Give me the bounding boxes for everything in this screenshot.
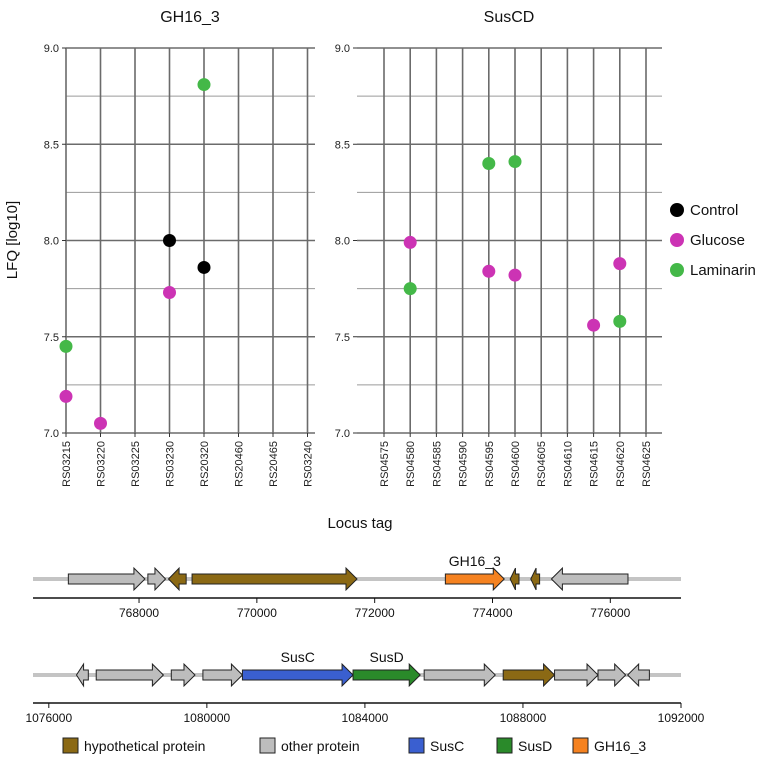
gene-arrow-susd — [352, 662, 421, 688]
x-tick-label: RS04595 — [484, 441, 496, 487]
gene-legend-label-hypothetical: hypothetical protein — [84, 738, 205, 754]
panel-title-1: SusCD — [484, 9, 535, 26]
point-glucose — [163, 285, 176, 299]
y-tick-label: 8.5 — [335, 139, 350, 151]
x-tick-label: RS04590 — [458, 441, 470, 487]
genome-tick-label: 1080000 — [183, 711, 230, 725]
gene-arrow-other — [147, 566, 167, 592]
gene-arrow-other — [423, 662, 497, 688]
y-tick-label: 8.5 — [44, 139, 59, 151]
x-tick-label: RS03230 — [165, 441, 177, 487]
gene-arrow-hypothetical — [509, 567, 520, 591]
y-tick-label: 8.0 — [44, 236, 59, 248]
gene-label: SusD — [370, 649, 404, 665]
point-control — [197, 260, 211, 274]
gene-arrow-other — [95, 662, 165, 688]
gene-arrow-gh16-3 — [444, 566, 505, 592]
x-tick-label: RS20460 — [234, 441, 246, 487]
gene-legend-swatch-susc — [408, 737, 425, 754]
x-tick-label: RS04585 — [431, 441, 443, 487]
y-tick-label: 7.0 — [335, 428, 350, 440]
x-axis-label: Locus tag — [327, 515, 392, 532]
y-tick-label: 8.0 — [335, 236, 350, 248]
genome-tick-label: 768000 — [119, 606, 159, 620]
point-laminarin — [508, 155, 522, 169]
gene-legend-label-other: other protein — [281, 738, 360, 754]
legend-label-control: Control — [690, 202, 738, 219]
x-tick-label: RS20465 — [268, 441, 280, 487]
legend-label-laminarin: Laminarin — [690, 262, 756, 279]
point-laminarin — [59, 339, 73, 353]
genome-tick-label: 774000 — [472, 606, 512, 620]
gene-legend-label-gh16-3: GH16_3 — [594, 738, 646, 754]
genome-tick-label: 1084000 — [342, 711, 389, 725]
point-laminarin — [403, 282, 417, 296]
x-tick-label: RS20320 — [199, 441, 211, 487]
point-glucose — [482, 264, 496, 278]
x-tick-label: RS03225 — [130, 441, 142, 487]
gene-legend-label-susd: SusD — [518, 738, 552, 754]
point-glucose — [508, 268, 522, 282]
x-tick-label: RS04605 — [536, 441, 548, 487]
gene-legend-swatch-gh16-3 — [572, 737, 589, 754]
legend-label-glucose: Glucose — [690, 232, 745, 249]
gene-legend-swatch-susd — [496, 737, 513, 754]
point-laminarin — [197, 78, 211, 92]
point-laminarin — [613, 314, 627, 328]
genome-tick-label: 776000 — [590, 606, 630, 620]
x-tick-label: RS03220 — [96, 441, 108, 487]
x-tick-label: RS04575 — [379, 441, 391, 487]
point-glucose — [587, 318, 601, 332]
gene-arrow-other — [554, 662, 599, 688]
panel-title-0: GH16_3 — [160, 9, 220, 26]
x-tick-label: RS03215 — [61, 441, 73, 487]
x-tick-label: RS04610 — [562, 441, 574, 487]
x-tick-label: RS04615 — [589, 441, 601, 487]
gene-arrow-hypothetical — [502, 662, 556, 688]
x-tick-label: RS04620 — [615, 441, 627, 487]
y-tick-label: 7.0 — [44, 428, 59, 440]
gene-arrow-other — [202, 662, 244, 688]
x-tick-label: RS03240 — [303, 441, 315, 487]
point-glucose — [403, 235, 417, 249]
point-control — [163, 234, 176, 247]
point-glucose — [94, 416, 107, 430]
gene-arrow-other — [550, 566, 629, 592]
legend-marker-laminarin — [670, 263, 684, 277]
y-tick-label: 9.0 — [44, 43, 59, 55]
gene-arrow-other — [67, 566, 146, 592]
gene-legend-swatch-other — [259, 737, 276, 754]
y-tick-label: 7.5 — [44, 332, 59, 344]
x-tick-label: RS04580 — [405, 441, 417, 487]
point-glucose — [59, 389, 73, 403]
genome-tick-label: 772000 — [355, 606, 395, 620]
x-tick-label: RS04600 — [510, 441, 522, 487]
gene-arrow-susc — [241, 662, 354, 688]
gene-arrow-hypothetical — [167, 566, 187, 592]
gene-arrow-other — [626, 662, 650, 688]
y-axis-label: LFQ [log10] — [4, 201, 21, 279]
point-glucose — [613, 257, 627, 271]
gene-legend-label-susc: SusC — [430, 738, 464, 754]
gene-arrow-other — [75, 662, 89, 688]
gene-arrow-hypothetical — [191, 566, 358, 592]
genome-tick-label: 1076000 — [25, 711, 72, 725]
genome-tick-label: 770000 — [237, 606, 277, 620]
x-tick-label: RS04625 — [641, 441, 653, 487]
genome-tick-label: 1088000 — [500, 711, 547, 725]
gene-arrow-hypothetical — [530, 567, 541, 591]
genome-tick-label: 1092000 — [658, 711, 705, 725]
legend-marker-glucose — [670, 233, 684, 247]
y-tick-label: 9.0 — [335, 43, 350, 55]
gene-label: SusC — [281, 649, 315, 665]
gene-arrow-other — [597, 662, 627, 688]
point-laminarin — [482, 157, 496, 170]
gene-label: GH16_3 — [449, 553, 501, 569]
gene-legend-swatch-hypothetical — [62, 737, 79, 754]
legend-marker-control — [670, 203, 684, 217]
y-tick-label: 7.5 — [335, 332, 350, 344]
gene-arrow-other — [170, 662, 196, 688]
